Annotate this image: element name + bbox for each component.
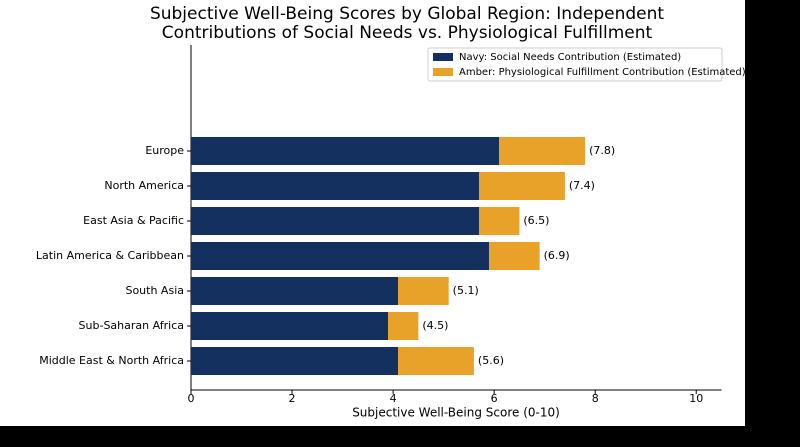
y-tick-label: South Asia: [125, 284, 184, 297]
bar-segment: [398, 347, 474, 375]
x-tick-label: 0: [188, 392, 195, 405]
bar-segment: [191, 172, 479, 200]
legend-swatch: [433, 68, 453, 76]
total-label: (7.4): [569, 179, 595, 192]
x-tick-label: 8: [592, 392, 599, 405]
y-tick-label: Middle East & North Africa: [39, 354, 184, 367]
total-label: (6.5): [523, 214, 549, 227]
x-tick-label: 10: [689, 392, 703, 405]
y-tick-label: Sub-Saharan Africa: [79, 319, 184, 332]
bar-segment: [388, 312, 419, 340]
bar-segment: [478, 207, 520, 235]
total-label: (6.9): [544, 249, 570, 262]
total-label: (7.8): [589, 144, 615, 157]
legend-swatch: [433, 53, 453, 61]
x-tick-label: 2: [289, 392, 296, 405]
x-tick-label: 4: [390, 392, 397, 405]
total-label: (5.6): [478, 354, 504, 367]
chart-title: Subjective Well-Being Scores by Global R…: [150, 4, 664, 43]
bar-segment: [191, 137, 500, 165]
bar-segment: [478, 172, 565, 200]
bar-segment: [398, 277, 449, 305]
bar-segment: [191, 277, 399, 305]
y-tick-label: North America: [104, 179, 184, 192]
bar-segment: [191, 347, 399, 375]
x-axis-label: Subjective Well-Being Score (0-10): [352, 406, 560, 420]
bar-segment: [489, 242, 540, 270]
y-tick-label: Europe: [145, 144, 184, 157]
legend-box: [427, 47, 723, 82]
y-tick-label: East Asia & Pacific: [83, 214, 184, 227]
bar-segment: [499, 137, 586, 165]
bar-segment: [191, 207, 479, 235]
bar-segment: [191, 312, 389, 340]
total-label: (4.5): [422, 319, 448, 332]
y-tick-label: Latin America & Caribbean: [36, 249, 184, 262]
total-label: (5.1): [453, 284, 479, 297]
bar-segment: [191, 242, 490, 270]
x-tick-label: 6: [491, 392, 498, 405]
legend-label: Amber: Physiological Fulfillment Contrib…: [459, 67, 746, 78]
legend-label: Navy: Social Needs Contribution (Estimat…: [459, 52, 681, 63]
